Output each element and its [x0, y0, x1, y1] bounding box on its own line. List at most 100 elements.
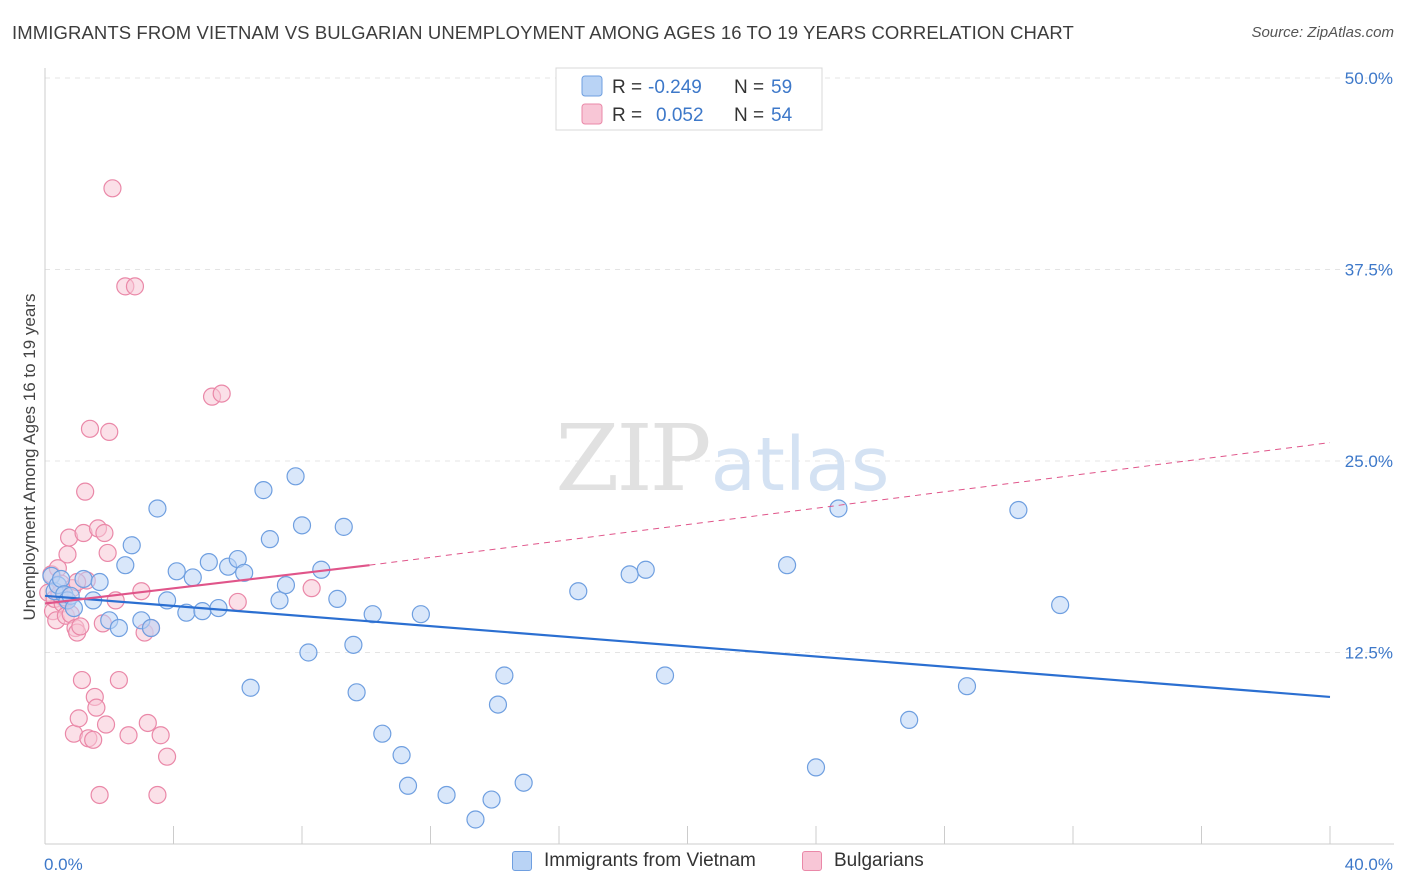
tick-labels: 12.5% 25.0% 37.5% 50.0% 0.0% 40.0% [44, 69, 1393, 874]
point-vietnam [183, 568, 202, 587]
point-bulgarians [95, 523, 114, 543]
point-bulgarians [96, 715, 116, 734]
point-vietnam [957, 677, 977, 696]
point-vietnam [829, 499, 848, 518]
point-vietnam [373, 724, 392, 743]
point-vietnam [141, 618, 161, 638]
point-vietnam [482, 790, 501, 809]
point-bulgarians [109, 670, 128, 690]
chart-title: IMMIGRANTS FROM VIETNAM VS BULGARIAN UNE… [12, 22, 1074, 43]
point-bulgarians [125, 277, 145, 296]
legend-swatch-bulgarians [581, 103, 603, 125]
legend-r-value-vietnam: -0.249 [648, 77, 702, 98]
axes [44, 68, 1394, 845]
point-bulgarians [71, 617, 90, 636]
point-vietnam [344, 635, 363, 654]
point-vietnam [109, 618, 128, 638]
point-vietnam [122, 536, 141, 555]
point-bulgarians [100, 422, 119, 441]
point-vietnam [392, 746, 411, 765]
point-bulgarians [69, 709, 88, 728]
point-bulgarians [80, 419, 100, 438]
trendline-bulgarians [44, 564, 370, 605]
x-tick-label: 40.0% [1345, 855, 1393, 874]
point-vietnam [411, 605, 430, 624]
point-bulgarians [103, 179, 122, 198]
trendline-vietnam [44, 594, 1331, 699]
series-bulgarians-points [39, 179, 321, 805]
point-vietnam [655, 666, 675, 685]
point-vietnam [199, 553, 218, 572]
legend-n-label-vietnam: N = [734, 77, 764, 98]
point-vietnam [900, 710, 919, 730]
legend-swatch-vietnam-bottom [512, 851, 532, 871]
point-vietnam [620, 565, 639, 584]
legend-swatch-bulgarians-bottom [802, 851, 822, 871]
point-vietnam [148, 499, 167, 518]
point-vietnam [167, 562, 186, 581]
y-tick-label: 12.5% [1345, 644, 1393, 663]
point-bulgarians [58, 545, 77, 564]
point-vietnam [254, 481, 273, 500]
point-vietnam [334, 517, 353, 536]
point-bulgarians [87, 698, 106, 717]
trend-lines [44, 442, 1331, 699]
legend-swatch-vietnam [581, 75, 603, 97]
legend-r-label-vietnam: R = [612, 77, 642, 98]
point-vietnam [495, 666, 514, 685]
point-bulgarians [90, 785, 109, 805]
point-vietnam [466, 810, 485, 829]
series-legend: Immigrants from Vietnam Bulgarians [0, 850, 1406, 880]
point-vietnam [328, 589, 347, 608]
point-bulgarians [98, 543, 117, 563]
watermark: ZIP atlas [555, 405, 889, 512]
point-vietnam [64, 598, 84, 618]
point-bulgarians [84, 730, 103, 749]
series-vietnam-points [42, 467, 1070, 829]
y-axis-label: Unemployment Among Ages 16 to 19 years [20, 294, 39, 621]
point-vietnam [488, 695, 508, 714]
y-tick-label: 25.0% [1345, 452, 1393, 471]
point-vietnam [636, 560, 655, 579]
point-vietnam [292, 516, 312, 535]
point-vietnam [193, 602, 212, 621]
legend-item-bulgarians: Bulgarians [802, 850, 924, 872]
y-tick-label: 37.5% [1345, 261, 1393, 280]
legend-item-vietnam: Immigrants from Vietnam [512, 850, 756, 872]
point-bulgarians [302, 579, 321, 598]
legend-r-label-bulgarians: R = [612, 105, 642, 126]
trendline-bulgarians-extension [369, 442, 1331, 566]
point-bulgarians [148, 785, 167, 805]
point-bulgarians [151, 726, 170, 745]
legend-label-bulgarians: Bulgarians [834, 850, 924, 871]
point-vietnam [241, 678, 260, 697]
point-vietnam [347, 683, 366, 702]
legend-n-label-bulgarians: N = [734, 105, 764, 126]
grid-lines [45, 77, 1394, 653]
correlation-legend: R = -0.249 N = 59 R = 0.052 N = 54 [555, 67, 823, 131]
point-vietnam [299, 643, 318, 662]
point-vietnam [1051, 595, 1070, 615]
legend-n-value-bulgarians: 54 [771, 105, 793, 126]
point-bulgarians [76, 482, 95, 501]
point-bulgarians [157, 747, 177, 766]
point-vietnam [437, 785, 456, 805]
legend-r-value-bulgarians: 0.052 [656, 105, 704, 126]
y-tick-label: 50.0% [1345, 69, 1393, 88]
watermark-zip: ZIP [555, 405, 708, 512]
point-bulgarians [119, 726, 138, 745]
point-vietnam [235, 563, 254, 582]
point-vietnam [569, 582, 588, 601]
point-vietnam [286, 467, 305, 486]
point-vietnam [260, 530, 279, 549]
point-vietnam [90, 572, 109, 592]
watermark-atlas: atlas [711, 422, 890, 508]
point-vietnam [514, 773, 533, 792]
point-vietnam [116, 556, 135, 575]
point-bulgarians [228, 592, 247, 612]
point-vietnam [777, 556, 797, 575]
legend-label-vietnam: Immigrants from Vietnam [544, 850, 756, 871]
point-vietnam [806, 758, 826, 777]
point-vietnam [398, 776, 418, 795]
